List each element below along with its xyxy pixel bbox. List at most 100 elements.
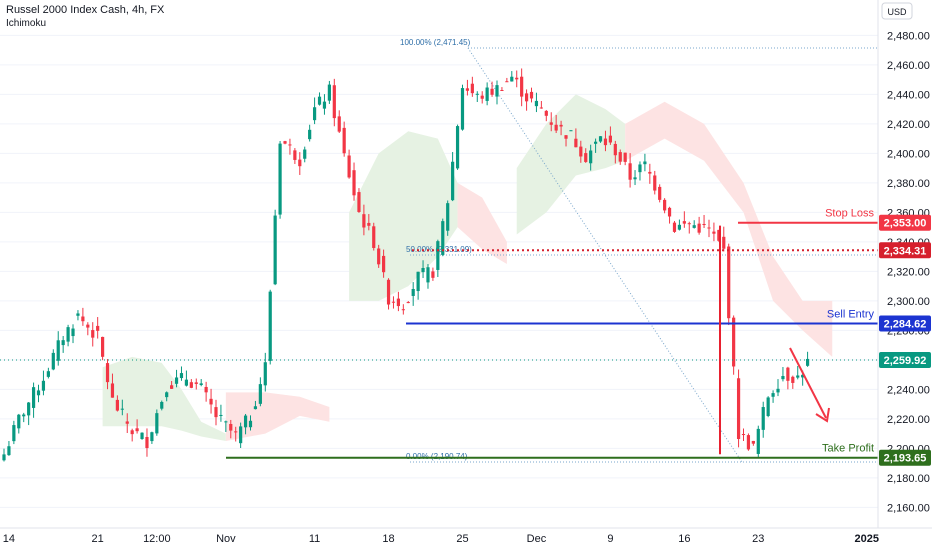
price-tick-label: 2,300.00 [887, 296, 930, 308]
candle-body [184, 379, 189, 386]
candle-body [342, 127, 346, 154]
candle-body [682, 221, 686, 224]
candle-body [421, 268, 425, 273]
price-tag-label: 2,334.31 [884, 245, 927, 257]
candle-body [2, 454, 6, 461]
price-tick-label: 2,380.00 [887, 178, 930, 190]
candle-body [239, 426, 243, 444]
candle-body [396, 298, 400, 307]
candle-body [431, 271, 435, 278]
candle-body [490, 88, 494, 95]
candle-body [569, 130, 573, 132]
candle-body [771, 393, 775, 397]
candle-body [199, 383, 203, 386]
candle-body [455, 126, 460, 169]
candle-body [805, 358, 810, 366]
price-tag [879, 214, 931, 231]
candle-body [589, 150, 593, 164]
time-axis[interactable] [0, 528, 932, 550]
candle-body [283, 141, 287, 144]
candle-body [475, 93, 479, 95]
candle-body [732, 317, 736, 367]
candle-body [653, 175, 657, 191]
price-axis[interactable] [878, 0, 932, 528]
candle-body [66, 327, 70, 342]
candle-body [663, 199, 667, 211]
candle-body [791, 376, 795, 383]
candle-body [411, 288, 415, 296]
candle-body [382, 255, 386, 273]
price-tag-label: 2,284.62 [884, 319, 927, 331]
candle-body [71, 328, 75, 337]
candle-body [214, 407, 218, 418]
candle-body [337, 116, 341, 132]
candle-body [76, 313, 80, 316]
time-tick-label: 2025 [855, 533, 879, 545]
candle-body [352, 170, 356, 196]
candle-body [288, 144, 292, 146]
candle-body [539, 107, 543, 109]
candle-body [441, 221, 445, 255]
candle-body [41, 380, 46, 391]
candle-body [579, 146, 583, 157]
candle-body [120, 408, 124, 410]
candle-body [17, 414, 21, 429]
candle-body [189, 382, 193, 388]
candle-body [145, 436, 149, 449]
candle-body [243, 415, 248, 428]
candle-body [460, 88, 465, 130]
candle-body [801, 374, 805, 378]
candle-body [125, 421, 129, 424]
candle-body [224, 421, 228, 423]
candle-body [446, 203, 450, 231]
time-axis-ticks: 14 21 12:00 Nov 11 18 25 Dec 9 16 23 2025 [3, 533, 879, 545]
candle-body [273, 215, 277, 285]
cloud-bear [457, 182, 507, 264]
candle-body [717, 229, 721, 241]
candle-body [707, 227, 711, 229]
price-tick-label: 2,480.00 [887, 30, 930, 42]
candle-body [293, 150, 297, 160]
candle-body [234, 431, 238, 433]
candle-body [36, 390, 41, 396]
cloud-bear [225, 392, 330, 441]
candle-body [56, 340, 60, 361]
candle-body [623, 152, 627, 162]
candle-body [465, 88, 470, 91]
candle-body [135, 428, 139, 432]
candle-body [140, 432, 144, 439]
candle-body [332, 85, 336, 119]
candle-body [687, 223, 691, 225]
candle-body [258, 384, 262, 404]
down-arrow-icon [789, 347, 830, 423]
time-tick-label: 16 [678, 533, 690, 545]
candle-body [327, 84, 331, 101]
time-tick-label: 11 [309, 533, 320, 545]
candle-body [470, 83, 474, 94]
sell-entry-label: Sell Entry [827, 309, 875, 321]
ichimoku-cloud [0, 34, 878, 508]
candle-body [736, 378, 741, 440]
candle-body [96, 325, 100, 331]
time-tick-label: Nov [216, 533, 236, 545]
fib-label: 100.00% (2,471.45) [400, 38, 471, 47]
candle-body [702, 223, 706, 225]
currency-button[interactable]: USD [881, 2, 913, 20]
price-tag [879, 315, 931, 332]
candle-body [515, 77, 519, 80]
take-profit-label: Take Profit [822, 443, 874, 455]
indicator-label[interactable]: Ichimoku [6, 18, 46, 29]
candle-body [174, 377, 179, 384]
candle-body [303, 149, 307, 159]
candle-body [751, 440, 755, 444]
price-tick-label: 2,220.00 [887, 414, 930, 426]
price-tags: 2,353.00 2,334.31 2,284.62 2,259.92 2,193.65 [879, 214, 931, 466]
price-tick-label: 2,400.00 [887, 148, 930, 160]
time-tick-label: 21 [92, 533, 104, 545]
candle-body [677, 224, 682, 230]
candle-body [495, 85, 499, 97]
price-tick-label: 2,320.00 [887, 266, 930, 278]
candle-body [347, 155, 351, 178]
candle-body [130, 430, 134, 435]
